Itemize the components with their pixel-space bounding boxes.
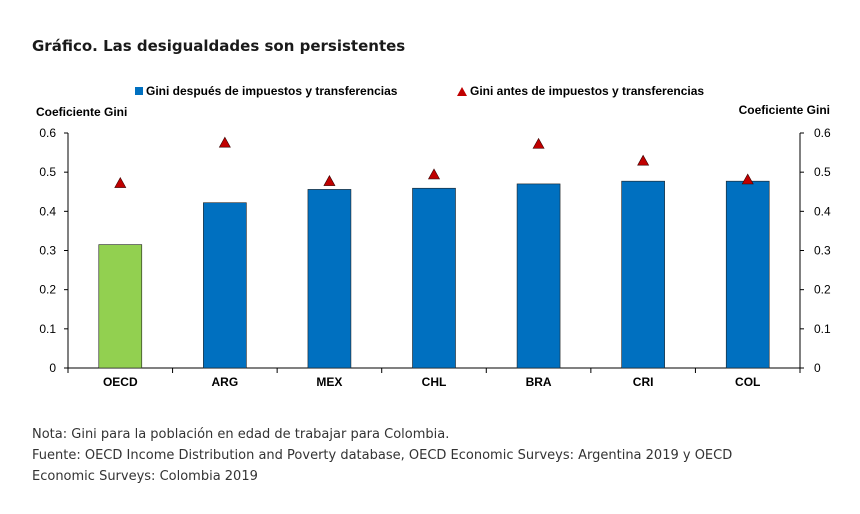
- legend-swatch-bar: [135, 87, 143, 95]
- bar-arg: [203, 202, 247, 369]
- y-axis-title-left: Coeficiente Gini: [36, 105, 127, 119]
- y-tick-label-left: 0.6: [39, 126, 56, 140]
- x-tick-label-bra: BRA: [526, 375, 552, 389]
- bar-cri: [621, 180, 665, 369]
- y-tick-label-right: 0.6: [814, 126, 831, 140]
- bar-mex: [307, 189, 352, 369]
- legend-swatch-triangle: [457, 87, 467, 96]
- x-tick-label-cri: CRI: [633, 375, 654, 389]
- marker-col: [741, 173, 754, 185]
- y-tick-label-left: 0.4: [39, 204, 56, 218]
- fuente-text: Fuente: OECD Income Distribution and Pov…: [32, 448, 733, 484]
- x-tick-label-oecd: OECD: [103, 375, 138, 389]
- y-tick-label-right: 0: [814, 361, 821, 375]
- bar-col: [725, 180, 770, 369]
- x-tick-label-arg: ARG: [212, 375, 239, 389]
- marker-cri: [637, 154, 650, 166]
- legend-label-after: Gini después de impuestos y transferenci…: [146, 84, 398, 98]
- y-tick-label-right: 0.4: [814, 204, 831, 218]
- x-tick-label-mex: MEX: [316, 375, 342, 389]
- y-tick-label-left: 0.1: [39, 322, 56, 336]
- bar-bra: [516, 183, 561, 369]
- gini-chart: 0 0 0.1 0.1 0.2 0.2 0.3 0.3 0.4 0.4 0.5 0.5 0.6 0.6 Co…: [36, 84, 831, 389]
- marker-chl: [427, 168, 441, 180]
- marker-mex: [323, 175, 336, 186]
- y-tick-label-left: 0.2: [39, 283, 56, 297]
- y-tick-label-left: 0.5: [39, 165, 56, 179]
- y-tick-label-right: 0.5: [814, 165, 831, 179]
- nota-text: Nota: Gini para la población en edad de …: [32, 427, 450, 442]
- marker-oecd: [114, 177, 127, 188]
- bar-oecd: [98, 244, 143, 369]
- y-axis-title-right: Coeficiente Gini: [739, 103, 830, 117]
- y-tick-label-right: 0.2: [814, 283, 831, 297]
- bar-chl: [412, 187, 456, 369]
- marker-bra: [532, 137, 545, 149]
- y-tick-label-right: 0.3: [814, 244, 831, 258]
- x-tick-label-chl: CHL: [422, 375, 447, 389]
- y-tick-label-left: 0.3: [39, 244, 56, 258]
- chart-title: Gráfico. Las desigualdades son persisten…: [32, 37, 406, 55]
- legend-label-before: Gini antes de impuestos y transferencias: [470, 84, 704, 98]
- marker-arg: [218, 136, 231, 148]
- y-tick-label-left: 0: [49, 361, 56, 375]
- x-tick-label-col: COL: [735, 375, 760, 389]
- y-tick-label-right: 0.1: [814, 322, 831, 336]
- notes-block: Nota: Gini para la población en edad de …: [32, 424, 772, 487]
